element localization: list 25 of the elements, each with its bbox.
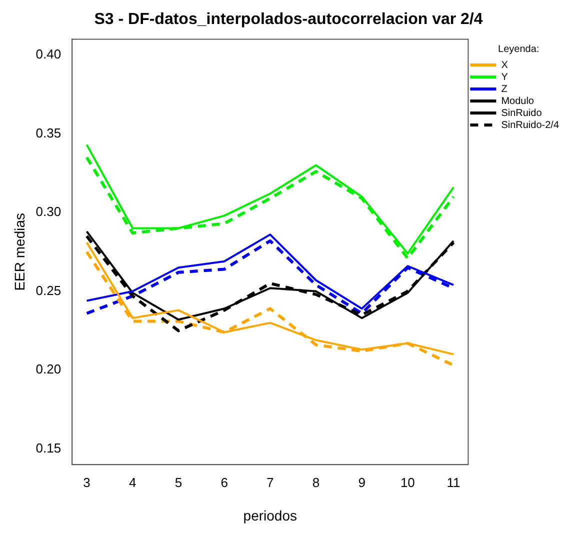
x-tick-label: 11 — [446, 474, 460, 490]
y-axis-title: EER medias — [11, 212, 28, 291]
chart-title: S3 - DF-datos_interpolados-autocorrelacion var 2/4 — [94, 11, 483, 28]
y-tick-label: 0.20 — [36, 362, 62, 377]
legend-label: X — [501, 60, 508, 71]
x-tick-label: 7 — [266, 474, 274, 490]
y-tick-label: 0.15 — [36, 440, 62, 456]
legend-label: SinRuido-2/4 — [501, 120, 560, 131]
x-axis-title: periodos — [243, 507, 297, 524]
legend-label: Modulo — [501, 96, 534, 107]
y-tick-label: 0.40 — [36, 46, 62, 62]
x-tick-label: 3 — [83, 474, 90, 490]
x-tick-label: 4 — [129, 474, 136, 490]
y-tick-label: 0.25 — [36, 282, 62, 298]
y-tick-label: 0.30 — [36, 204, 62, 220]
legend-label: SinRuido — [501, 108, 542, 119]
x-tick-label: 6 — [220, 474, 228, 490]
x-tick-label: 9 — [358, 474, 366, 490]
x-tick-label: 10 — [400, 474, 415, 490]
x-tick-label: 5 — [174, 474, 182, 490]
legend-title: Leyenda: — [498, 44, 540, 55]
x-tick-label: 8 — [312, 474, 320, 490]
legend-label: Z — [501, 84, 508, 95]
legend-label: Y — [501, 72, 508, 83]
y-tick-label: 0.35 — [36, 125, 62, 140]
